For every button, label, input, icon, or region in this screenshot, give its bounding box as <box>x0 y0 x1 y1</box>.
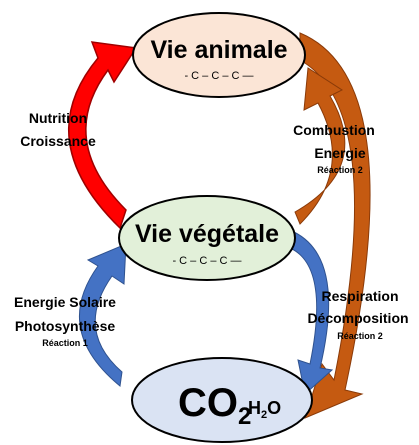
edge-label: Décomposition <box>307 310 408 326</box>
water-h: H <box>248 398 261 418</box>
water-sub: 2 <box>261 409 267 421</box>
water-label: H2O <box>248 398 281 421</box>
edge-note: Réaction 2 <box>317 165 363 175</box>
node-vegetal <box>118 195 296 281</box>
node-chain: - C – C – C — <box>172 255 241 267</box>
node-co2 <box>131 357 313 443</box>
node-label: Vie animale <box>150 36 287 64</box>
arrow-orange-big <box>299 32 371 419</box>
node-animal <box>132 12 306 98</box>
node-chain: - C – C – C — <box>184 70 253 82</box>
edge-label: Photosynthèse <box>15 318 116 334</box>
arrow-blue-left <box>78 243 127 387</box>
co2-label: CO2 <box>178 381 251 430</box>
arrow-orange-thin <box>294 67 346 225</box>
water-o: O <box>267 398 281 418</box>
co2-main: CO <box>178 381 238 425</box>
edge-label: Respiration <box>321 288 398 304</box>
edge-label: Energie <box>314 145 366 161</box>
edge-label: Nutrition <box>29 110 87 126</box>
co2-sub: 2 <box>238 403 251 430</box>
edge-label: Energie Solaire <box>14 294 116 310</box>
node-label: Vie végétale <box>135 220 279 248</box>
edge-note: Réaction 1 <box>42 338 88 348</box>
edge-label: Croissance <box>20 133 96 149</box>
edge-note: Réaction 2 <box>337 331 383 341</box>
edge-label: Combustion <box>293 122 375 138</box>
